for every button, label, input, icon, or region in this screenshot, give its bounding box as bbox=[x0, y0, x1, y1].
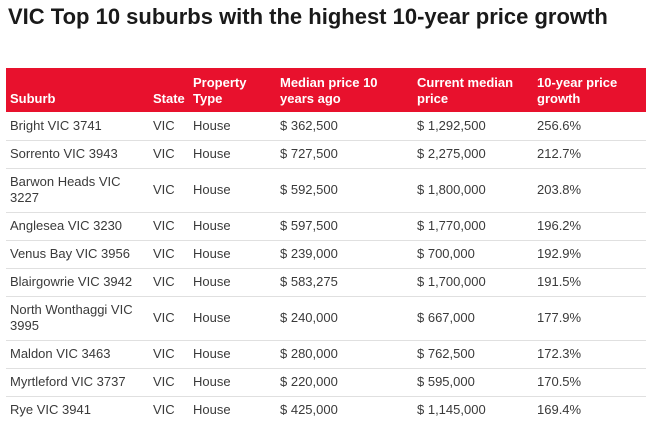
table-cell: VIC bbox=[149, 368, 189, 397]
table-row: North Wonthaggi VIC 3995 VIC House $ 240,00… bbox=[6, 296, 646, 341]
table-cell: $ 1,292,500 bbox=[413, 112, 533, 141]
table-cell: $ 762,500 bbox=[413, 340, 533, 369]
table-cell: House bbox=[189, 296, 276, 341]
table-row: Barwon Heads VIC 3227 VIC House $ 592,500 $ … bbox=[6, 168, 646, 213]
table-cell: 169.4% bbox=[533, 396, 646, 424]
column-header: 10-year price growth bbox=[533, 68, 646, 112]
table-cell: Maldon VIC 3463 bbox=[6, 340, 149, 369]
table-row: Rye VIC 3941 VIC House $ 425,000 $ 1,145,000… bbox=[6, 396, 646, 424]
table-cell: $ 583,275 bbox=[276, 268, 413, 297]
table-row: Sorrento VIC 3943 VIC House $ 727,500 $ 2,27… bbox=[6, 140, 646, 169]
table-cell: Blairgowrie VIC 3942 bbox=[6, 268, 149, 297]
table-cell: 212.7% bbox=[533, 140, 646, 169]
table-cell: $ 239,000 bbox=[276, 240, 413, 269]
table-row: Anglesea VIC 3230 VIC House $ 597,500 $ 1,77… bbox=[6, 212, 646, 241]
table-cell: House bbox=[189, 112, 276, 141]
table-cell: 172.3% bbox=[533, 340, 646, 369]
data-table: Suburb State Property Type Median price 10 … bbox=[6, 68, 646, 424]
table-cell: House bbox=[189, 368, 276, 397]
table-cell: $ 1,770,000 bbox=[413, 212, 533, 241]
column-header: Median price 10 years ago bbox=[276, 68, 413, 112]
table-cell: $ 220,000 bbox=[276, 368, 413, 397]
table-row: Maldon VIC 3463 VIC House $ 280,000 $ 762,50… bbox=[6, 340, 646, 369]
table-cell: VIC bbox=[149, 112, 189, 141]
table-cell: Myrtleford VIC 3737 bbox=[6, 368, 149, 397]
table-cell: 256.6% bbox=[533, 112, 646, 141]
table-cell: Barwon Heads VIC 3227 bbox=[6, 168, 149, 213]
column-header: Current median price bbox=[413, 68, 533, 112]
table-cell: Rye VIC 3941 bbox=[6, 396, 149, 424]
table-cell: 192.9% bbox=[533, 240, 646, 269]
table-cell: House bbox=[189, 340, 276, 369]
table-cell: House bbox=[189, 268, 276, 297]
table-cell: Anglesea VIC 3230 bbox=[6, 212, 149, 241]
table-body: Bright VIC 3741 VIC House $ 362,500 $ 1,292,… bbox=[6, 112, 646, 424]
table-cell: $ 1,700,000 bbox=[413, 268, 533, 297]
table-cell: Bright VIC 3741 bbox=[6, 112, 149, 141]
table-cell: $ 1,145,000 bbox=[413, 396, 533, 424]
column-header: State bbox=[149, 68, 189, 112]
table-cell: $ 667,000 bbox=[413, 296, 533, 341]
table-cell: Venus Bay VIC 3956 bbox=[6, 240, 149, 269]
table-row: Myrtleford VIC 3737 VIC House $ 220,000 $ 59… bbox=[6, 368, 646, 397]
table-cell: House bbox=[189, 396, 276, 424]
table-cell: 203.8% bbox=[533, 168, 646, 213]
table-cell: Sorrento VIC 3943 bbox=[6, 140, 149, 169]
table-cell: VIC bbox=[149, 168, 189, 213]
table-cell: $ 592,500 bbox=[276, 168, 413, 213]
table-cell: House bbox=[189, 240, 276, 269]
table-row: Blairgowrie VIC 3942 VIC House $ 583,275 $ 1… bbox=[6, 268, 646, 297]
table-cell: 177.9% bbox=[533, 296, 646, 341]
table-cell: $ 240,000 bbox=[276, 296, 413, 341]
table-cell: House bbox=[189, 140, 276, 169]
table-row: Venus Bay VIC 3956 VIC House $ 239,000 $ 700… bbox=[6, 240, 646, 269]
table-cell: $ 425,000 bbox=[276, 396, 413, 424]
header-row: Suburb State Property Type Median price 10 … bbox=[6, 68, 646, 112]
table-cell: 196.2% bbox=[533, 212, 646, 241]
table-cell: North Wonthaggi VIC 3995 bbox=[6, 296, 149, 341]
table-cell: $ 1,800,000 bbox=[413, 168, 533, 213]
table-cell: $ 280,000 bbox=[276, 340, 413, 369]
table-cell: VIC bbox=[149, 212, 189, 241]
table-cell: $ 700,000 bbox=[413, 240, 533, 269]
table-cell: VIC bbox=[149, 140, 189, 169]
table-cell: $ 727,500 bbox=[276, 140, 413, 169]
table-cell: $ 2,275,000 bbox=[413, 140, 533, 169]
table-row: Bright VIC 3741 VIC House $ 362,500 $ 1,292,… bbox=[6, 112, 646, 141]
column-header: Suburb bbox=[6, 68, 149, 112]
table-cell: VIC bbox=[149, 340, 189, 369]
table-cell: VIC bbox=[149, 296, 189, 341]
table-cell: $ 362,500 bbox=[276, 112, 413, 141]
table-cell: 191.5% bbox=[533, 268, 646, 297]
table-cell: VIC bbox=[149, 268, 189, 297]
column-header: Property Type bbox=[189, 68, 276, 112]
table-cell: 170.5% bbox=[533, 368, 646, 397]
table-cell: VIC bbox=[149, 396, 189, 424]
table-cell: $ 595,000 bbox=[413, 368, 533, 397]
table-cell: VIC bbox=[149, 240, 189, 269]
table-cell: House bbox=[189, 212, 276, 241]
page-title: VIC Top 10 suburbs with the highest 10-y… bbox=[8, 4, 608, 29]
table-cell: House bbox=[189, 168, 276, 213]
table-cell: $ 597,500 bbox=[276, 212, 413, 241]
